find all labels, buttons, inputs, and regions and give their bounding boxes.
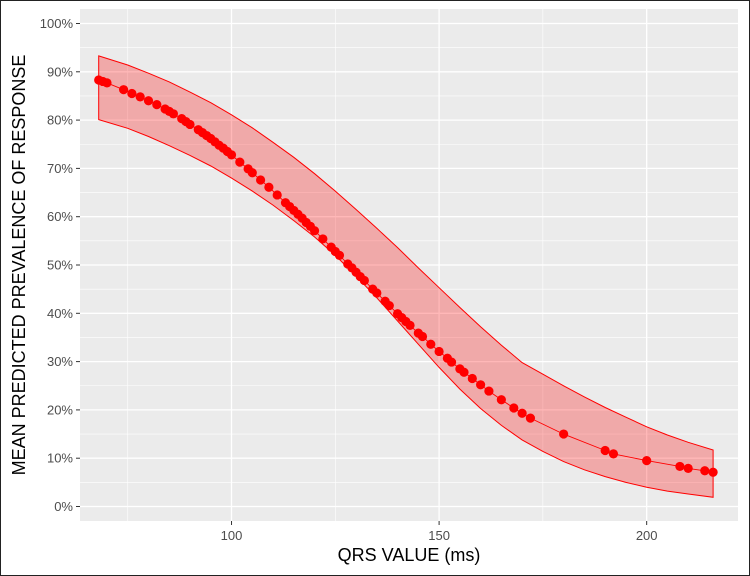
data-point	[359, 275, 369, 286]
data-point	[102, 78, 112, 88]
data-point	[127, 88, 137, 99]
grid-minor	[80, 9, 738, 521]
x-axis: 100 150 200	[221, 521, 658, 543]
data-point	[118, 85, 129, 95]
confidence-band-group	[98, 55, 714, 498]
y-tick-label: 80%	[47, 113, 73, 128]
y-tick-label: 100%	[40, 16, 74, 31]
data-point	[496, 395, 506, 405]
data-point	[467, 373, 477, 384]
grid-major	[80, 9, 738, 521]
data-point	[168, 109, 179, 119]
x-axis-title: QRS VALUE (ms)	[338, 545, 481, 565]
data-point	[247, 168, 257, 178]
data-point	[384, 300, 394, 311]
y-tick-label: 40%	[47, 306, 73, 321]
data-point	[509, 403, 519, 413]
data-point	[235, 157, 245, 167]
data-point	[426, 339, 436, 349]
x-tick-label: 200	[636, 528, 658, 543]
y-tick-label: 70%	[47, 161, 73, 176]
data-point	[434, 346, 444, 357]
y-tick-label: 50%	[47, 258, 73, 273]
y-tick-label: 30%	[47, 354, 73, 369]
data-point	[264, 182, 274, 192]
data-point	[559, 429, 569, 439]
data-point	[517, 408, 527, 418]
y-axis-title: MEAN PREDICTED PREVALENCE OF RESPONSE	[9, 55, 29, 476]
data-point	[185, 119, 195, 130]
data-points	[94, 75, 718, 477]
data-point	[143, 96, 154, 106]
data-point	[334, 250, 345, 260]
data-point	[683, 463, 693, 473]
y-tick-label: 90%	[47, 64, 73, 79]
data-point	[135, 92, 145, 102]
data-point	[255, 175, 266, 185]
data-point	[608, 449, 619, 459]
data-point	[642, 456, 652, 466]
y-tick-label: 0%	[54, 499, 73, 514]
data-point	[525, 413, 536, 423]
data-point	[226, 150, 237, 160]
data-point	[372, 288, 382, 298]
data-point	[446, 357, 457, 367]
y-tick-label: 20%	[47, 402, 73, 417]
data-point	[700, 466, 710, 476]
data-point	[417, 331, 428, 342]
data-point	[405, 320, 415, 330]
data-point	[708, 467, 718, 477]
data-point	[152, 100, 162, 110]
y-tick-label: 10%	[47, 451, 73, 466]
x-tick-label: 150	[428, 528, 450, 543]
data-point	[675, 461, 685, 472]
data-point	[600, 445, 610, 456]
data-point	[476, 380, 486, 390]
data-point	[484, 386, 494, 396]
y-axis: 0% 10% 20% 30% 40% 50% 60% 70% 80% 90% 100%	[40, 16, 80, 514]
data-point	[272, 190, 282, 200]
x-tick-label: 100	[221, 528, 243, 543]
y-tick-label: 60%	[47, 209, 73, 224]
data-point	[459, 367, 469, 377]
data-point	[309, 226, 320, 236]
confidence-band	[98, 55, 714, 498]
data-point	[318, 234, 328, 244]
